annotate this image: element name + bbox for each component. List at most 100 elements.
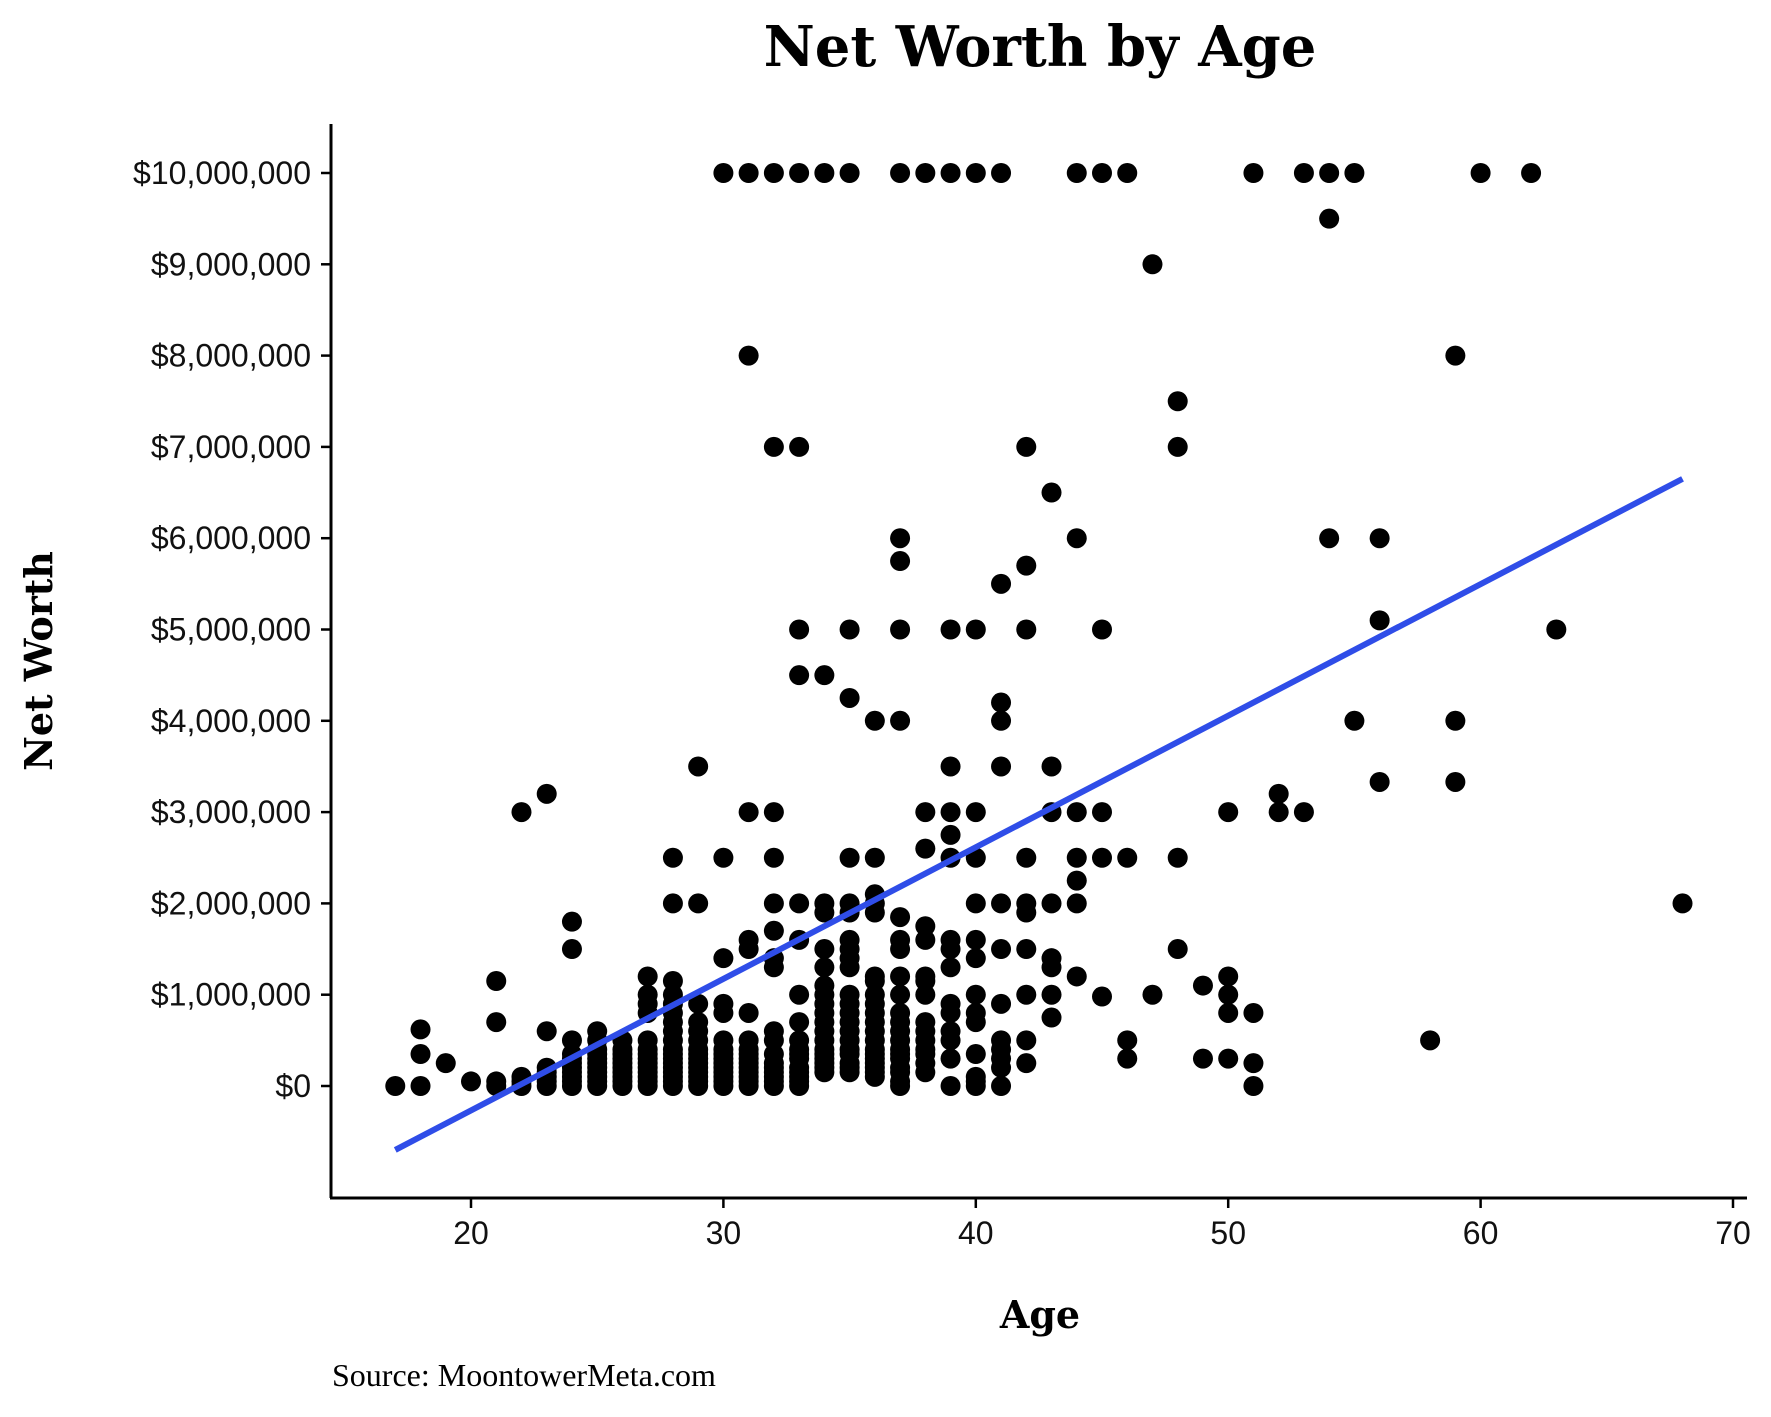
data-point (410, 1076, 431, 1096)
data-point (1016, 436, 1037, 457)
data-point (890, 551, 911, 572)
data-point (763, 957, 784, 978)
data-point (915, 1062, 936, 1083)
data-point (1066, 802, 1087, 823)
data-point (940, 163, 961, 183)
data-point (738, 1002, 759, 1023)
data-point (1016, 555, 1037, 576)
data-point (814, 163, 835, 183)
data-point (1243, 163, 1264, 183)
data-point (991, 993, 1012, 1014)
data-point (1218, 984, 1239, 1005)
x-axis-title: Age (999, 1292, 1080, 1337)
data-point (1268, 802, 1289, 823)
data-point (814, 902, 835, 923)
data-point (1445, 345, 1466, 366)
data-point (1293, 802, 1314, 823)
x-tick-label: 60 (1463, 1215, 1499, 1251)
data-point (915, 838, 936, 859)
data-point (864, 710, 885, 731)
data-point (536, 1076, 557, 1096)
y-tick-label: $2,000,000 (151, 885, 311, 921)
data-point (486, 971, 507, 992)
data-point (536, 783, 557, 804)
data-point (965, 1044, 986, 1065)
data-point (1218, 1002, 1239, 1023)
data-point (940, 939, 961, 960)
data-point (1066, 847, 1087, 868)
data-point (1016, 1030, 1037, 1051)
data-point (662, 893, 683, 914)
data-point (890, 939, 911, 960)
data-point (1546, 619, 1567, 640)
x-tick-label: 50 (1210, 1215, 1246, 1251)
y-tick-label: $8,000,000 (151, 338, 311, 374)
data-point (965, 1012, 986, 1033)
data-point (763, 847, 784, 868)
x-tick-label: 30 (706, 1215, 742, 1251)
data-point (965, 1076, 986, 1096)
data-point (965, 984, 986, 1005)
y-tick-label: $6,000,000 (151, 520, 311, 556)
data-point (991, 1057, 1012, 1078)
data-point (486, 1012, 507, 1033)
data-point (1041, 756, 1062, 777)
data-point (738, 163, 759, 183)
data-point (461, 1071, 481, 1092)
data-point (991, 710, 1012, 731)
data-point (789, 436, 810, 457)
data-point (1117, 163, 1138, 183)
data-point (915, 163, 936, 183)
data-point (561, 939, 582, 960)
data-point (688, 1076, 709, 1096)
data-point (587, 1076, 608, 1096)
y-tick-label: $1,000,000 (151, 977, 311, 1013)
data-point (864, 971, 885, 992)
data-point (864, 847, 885, 868)
x-tick-label: 70 (1715, 1215, 1751, 1251)
data-point (1268, 783, 1289, 804)
data-point (1319, 163, 1340, 183)
data-point (435, 1053, 456, 1074)
data-point (1167, 939, 1188, 960)
data-point (738, 802, 759, 823)
y-tick-label: $0 (275, 1068, 311, 1104)
data-point (1344, 163, 1365, 183)
trend-line (393, 476, 1684, 1153)
data-point (561, 911, 582, 932)
data-point (789, 163, 810, 183)
data-point (1092, 619, 1112, 640)
data-point (814, 665, 835, 686)
data-point (1066, 893, 1087, 914)
data-point (890, 619, 911, 640)
data-point (1066, 528, 1087, 549)
data-point (763, 1030, 784, 1051)
data-point (1167, 436, 1188, 457)
data-point (1344, 710, 1365, 731)
y-tick-label: $5,000,000 (151, 612, 311, 648)
data-point (1445, 771, 1466, 792)
data-point (839, 687, 860, 708)
y-tick-label: $10,000,000 (133, 155, 311, 191)
data-point (814, 939, 835, 960)
data-point (991, 692, 1012, 713)
data-point (1041, 893, 1062, 914)
data-point (965, 893, 986, 914)
data-point (864, 1066, 885, 1087)
data-point (991, 1076, 1012, 1096)
data-point (890, 907, 911, 928)
data-point (915, 929, 936, 950)
data-point (1192, 1048, 1213, 1069)
y-tick-label: $4,000,000 (151, 703, 311, 739)
data-point (789, 619, 810, 640)
data-point (839, 163, 860, 183)
data-point (688, 993, 709, 1014)
data-point (1142, 984, 1163, 1005)
data-point (738, 345, 759, 366)
data-point (1066, 163, 1087, 183)
data-point (561, 1076, 582, 1096)
data-point (1041, 1007, 1062, 1028)
data-point (890, 710, 911, 731)
data-point (991, 939, 1012, 960)
